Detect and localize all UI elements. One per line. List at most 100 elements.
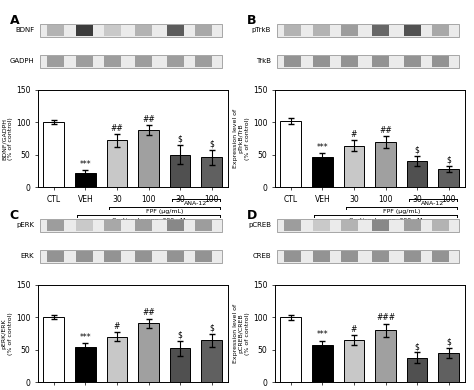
- Bar: [135, 251, 152, 262]
- Text: ANA-12: ANA-12: [421, 202, 445, 206]
- Bar: [432, 56, 449, 67]
- Bar: [195, 56, 212, 67]
- Bar: [344, 340, 364, 382]
- Text: $: $: [415, 342, 419, 351]
- Bar: [195, 220, 212, 231]
- Bar: [104, 220, 121, 231]
- Bar: [407, 161, 428, 187]
- Bar: [375, 142, 396, 187]
- Bar: [76, 25, 93, 36]
- Bar: [138, 130, 159, 187]
- Bar: [201, 157, 222, 187]
- Bar: [135, 56, 152, 67]
- Text: pCREB: pCREB: [248, 222, 271, 228]
- Text: #: #: [351, 130, 357, 139]
- Y-axis label: Expression level of
BDNF/GADPH
(% of control): Expression level of BDNF/GADPH (% of con…: [0, 109, 13, 168]
- Bar: [281, 317, 301, 382]
- Bar: [40, 219, 222, 232]
- Bar: [138, 323, 159, 382]
- Bar: [195, 251, 212, 262]
- Bar: [341, 251, 358, 262]
- Text: ANA-12: ANA-12: [184, 202, 208, 206]
- Text: B: B: [246, 14, 256, 27]
- Text: C: C: [9, 209, 18, 222]
- Bar: [341, 56, 358, 67]
- Text: GADPH: GADPH: [9, 58, 34, 64]
- Text: $: $: [210, 139, 214, 148]
- Bar: [44, 317, 64, 382]
- Text: ##: ##: [142, 115, 155, 124]
- Text: Corticosterone  300 μM: Corticosterone 300 μM: [112, 218, 185, 223]
- Text: ##: ##: [379, 126, 392, 135]
- Text: CREB: CREB: [253, 253, 271, 259]
- Bar: [432, 25, 449, 36]
- Bar: [281, 121, 301, 187]
- Bar: [284, 56, 301, 67]
- Bar: [277, 24, 459, 37]
- Bar: [284, 251, 301, 262]
- Bar: [277, 55, 459, 68]
- Bar: [40, 55, 222, 68]
- Bar: [167, 251, 184, 262]
- Bar: [432, 220, 449, 231]
- Text: FPF (μg/mL): FPF (μg/mL): [146, 209, 183, 214]
- Bar: [167, 220, 184, 231]
- Bar: [313, 220, 330, 231]
- Bar: [201, 340, 222, 382]
- Text: ***: ***: [317, 330, 328, 339]
- Bar: [135, 25, 152, 36]
- Bar: [341, 220, 358, 231]
- Text: ***: ***: [80, 333, 91, 342]
- Y-axis label: Expression level of
pCREB/CREB
(% of control): Expression level of pCREB/CREB (% of con…: [233, 304, 250, 363]
- Bar: [76, 220, 93, 231]
- Text: #: #: [351, 324, 357, 333]
- Bar: [107, 140, 127, 187]
- Bar: [404, 56, 421, 67]
- Bar: [341, 25, 358, 36]
- Bar: [312, 157, 333, 187]
- Bar: [104, 56, 121, 67]
- Text: A: A: [9, 14, 19, 27]
- Bar: [372, 56, 389, 67]
- Bar: [75, 346, 96, 382]
- Bar: [313, 25, 330, 36]
- Bar: [135, 220, 152, 231]
- Text: D: D: [246, 209, 257, 222]
- Y-axis label: Expression level of
pTrkB/TrB
(% of control): Expression level of pTrkB/TrB (% of cont…: [233, 109, 250, 168]
- Text: TrkB: TrkB: [256, 58, 271, 64]
- Bar: [170, 348, 191, 382]
- Bar: [372, 251, 389, 262]
- Bar: [312, 344, 333, 382]
- Text: BDNF: BDNF: [15, 27, 34, 33]
- Bar: [372, 25, 389, 36]
- Text: FPF (μg/mL): FPF (μg/mL): [383, 209, 420, 214]
- Bar: [284, 25, 301, 36]
- Bar: [40, 250, 222, 263]
- Text: $: $: [178, 135, 182, 144]
- Bar: [432, 251, 449, 262]
- Text: #: #: [114, 322, 120, 331]
- Text: ###: ###: [376, 314, 395, 323]
- Text: Corticosterone  300 μM: Corticosterone 300 μM: [349, 218, 422, 223]
- Bar: [277, 250, 459, 263]
- Text: $: $: [415, 146, 419, 155]
- Bar: [167, 56, 184, 67]
- Bar: [404, 220, 421, 231]
- Text: $: $: [210, 323, 214, 332]
- Bar: [375, 330, 396, 382]
- Text: $: $: [178, 330, 182, 339]
- Text: pTrkB: pTrkB: [252, 27, 271, 33]
- Bar: [104, 25, 121, 36]
- Bar: [195, 25, 212, 36]
- Text: ***: ***: [317, 143, 328, 152]
- Bar: [438, 169, 459, 187]
- Text: ***: ***: [80, 160, 91, 169]
- Bar: [407, 358, 428, 382]
- Bar: [76, 56, 93, 67]
- Bar: [277, 219, 459, 232]
- Bar: [107, 337, 127, 382]
- Bar: [40, 24, 222, 37]
- Bar: [47, 25, 64, 36]
- Text: $: $: [447, 337, 451, 346]
- Bar: [167, 25, 184, 36]
